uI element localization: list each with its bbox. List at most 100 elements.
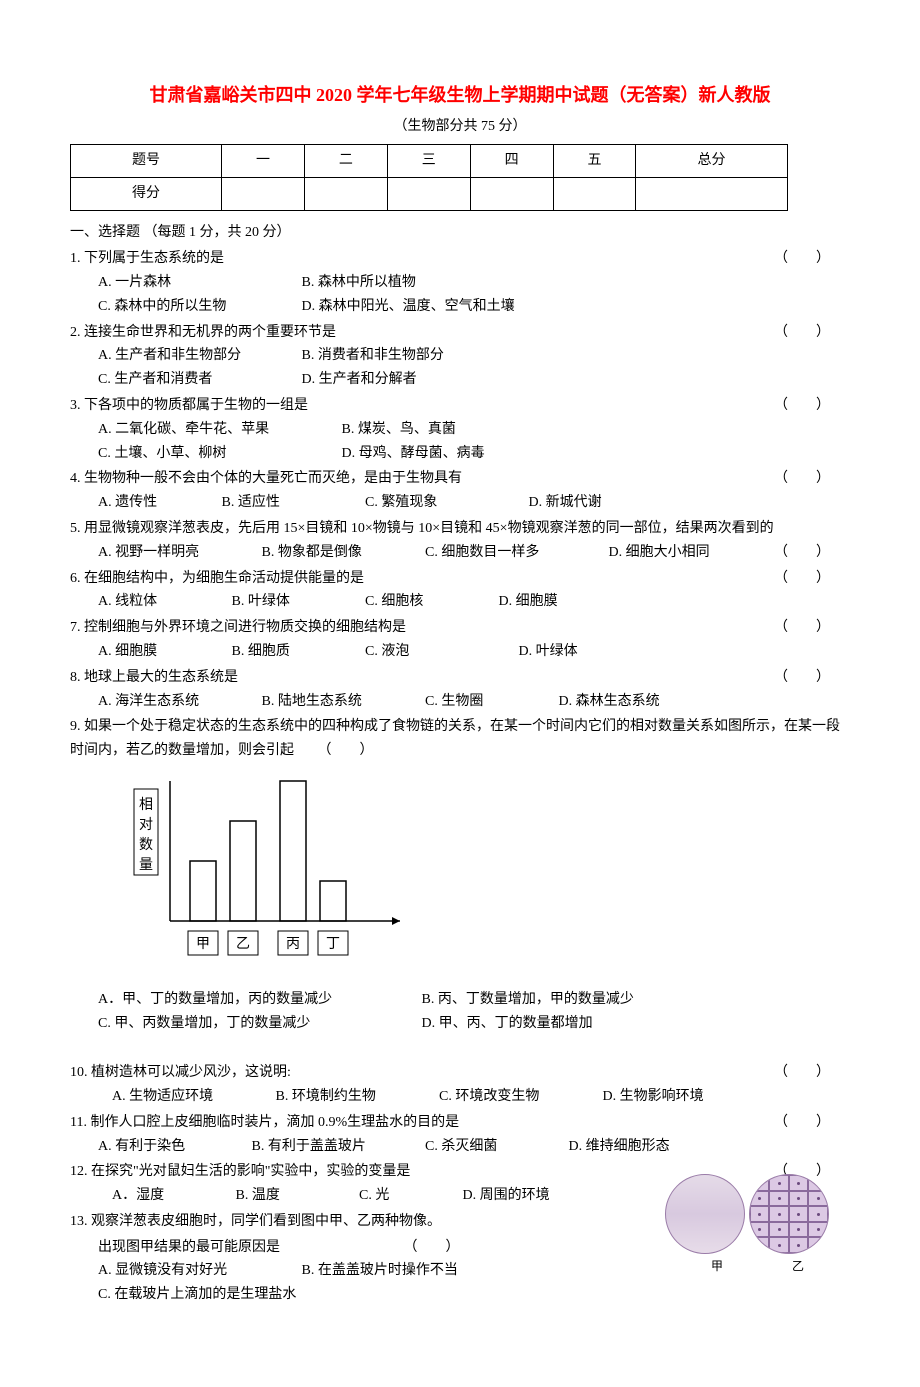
th-5: 五: [553, 145, 636, 178]
question-6: 6. 在细胞结构中，为细胞生命活动提供能量的是 （ ）: [70, 567, 850, 591]
question-11: 11. 制作人口腔上皮细胞临时装片，滴加 0.9%生理盐水的目的是 （ ）: [70, 1111, 850, 1135]
q5-opt-a: A. 视野一样明亮: [98, 541, 258, 565]
question-13-line2: 出现图甲结果的最可能原因是 （ ）: [70, 1236, 850, 1260]
q3-stem: 3. 下各项中的物质都属于生物的一组是: [70, 398, 308, 413]
q12-stem: 12. 在探究"光对鼠妇生活的影响"实验中，实验的变量是: [70, 1164, 410, 1179]
question-2: 2. 连接生命世界和无机界的两个重要环节是 （ ）: [70, 321, 850, 345]
exam-subtitle: （生物部分共 75 分）: [70, 115, 850, 139]
q2-stem: 2. 连接生命世界和无机界的两个重要环节是: [70, 325, 336, 340]
svg-text:丁: 丁: [326, 937, 340, 952]
question-8: 8. 地球上最大的生态系统是 （ ）: [70, 666, 850, 690]
svg-text:甲: 甲: [196, 937, 210, 952]
th-0: 题号: [71, 145, 222, 178]
answer-paren: （ ）: [774, 394, 830, 418]
svg-text:量: 量: [139, 857, 153, 873]
q12-opt-c: C. 光: [359, 1184, 459, 1208]
q1-opt-c: C. 森林中的所以生物: [98, 295, 298, 319]
q4-stem: 4. 生物物种一般不会由个体的大量死亡而灭绝，是由于生物具有: [70, 471, 462, 486]
q7-opt-d: D. 叶绿体: [519, 640, 578, 664]
q3-opt-a: A. 二氧化碳、牵牛花、苹果: [98, 418, 338, 442]
q1-opt-b: B. 森林中所以植物: [302, 271, 416, 295]
table-row: 题号 一 二 三 四 五 总分: [71, 145, 788, 178]
q9-opt-c: C. 甲、丙数量增加，丁的数量减少: [98, 1012, 418, 1036]
question-1: 1. 下列属于生态系统的是 （ ）: [70, 247, 850, 271]
q4-opt-b: B. 适应性: [222, 491, 362, 515]
question-4: 4. 生物物种一般不会由个体的大量死亡而灭绝，是由于生物具有 （ ）: [70, 467, 850, 491]
question-5: 5. 用显微镜观察洋葱表皮，先后用 15×目镜和 10×物镜与 10×目镜和 4…: [70, 517, 850, 541]
question-13: 13. 观察洋葱表皮细胞时，同学们看到图中甲、乙两种物像。: [70, 1210, 850, 1234]
q8-opt-c: C. 生物圈: [425, 690, 555, 714]
q10-stem: 10. 植树造林可以减少风沙，这说明:: [70, 1065, 291, 1080]
question-9: 9. 如果一个处于稳定状态的生态系统中的四种构成了食物链的关系，在某一个时间内它…: [70, 715, 850, 763]
q7-stem: 7. 控制细胞与外界环境之间进行物质交换的细胞结构是: [70, 620, 406, 635]
q9-stem: 9. 如果一个处于稳定状态的生态系统中的四种构成了食物链的关系，在某一个时间内它…: [70, 719, 840, 758]
q5-opt-c: C. 细胞数目一样多: [425, 541, 605, 565]
answer-paren: （ ）: [774, 567, 830, 591]
q6-opt-b: B. 叶绿体: [232, 590, 362, 614]
th-3: 三: [387, 145, 470, 178]
q2-opt-c: C. 生产者和消费者: [98, 368, 298, 392]
q4-opt-a: A. 遗传性: [98, 491, 218, 515]
q4-opt-c: C. 繁殖现象: [365, 491, 525, 515]
q13-stem: 13. 观察洋葱表皮细胞时，同学们看到图中甲、乙两种物像。: [70, 1214, 441, 1229]
q11-opt-a: A. 有利于染色: [98, 1135, 248, 1159]
th-2: 二: [304, 145, 387, 178]
q6-opt-d: D. 细胞膜: [499, 590, 558, 614]
answer-paren: （ ）: [774, 247, 830, 271]
q10-opt-a: A. 生物适应环境: [112, 1085, 272, 1109]
answer-paren: （ ）: [774, 467, 830, 491]
answer-paren: （ ）: [774, 321, 830, 345]
q11-opt-b: B. 有利于盖盖玻片: [252, 1135, 422, 1159]
q9-opt-a: A．甲、丁的数量增加，丙的数量减少: [98, 988, 418, 1012]
q6-opt-c: C. 细胞核: [365, 590, 495, 614]
q13-opt-b: B. 在盖盖玻片时操作不当: [302, 1259, 458, 1283]
q7-opt-c: C. 液泡: [365, 640, 515, 664]
score-table: 题号 一 二 三 四 五 总分 得分: [70, 144, 788, 211]
q9-opt-b: B. 丙、丁数量增加，甲的数量减少: [422, 988, 634, 1012]
q13-line2: 出现图甲结果的最可能原因是: [98, 1240, 280, 1255]
q6-opt-a: A. 线粒体: [98, 590, 228, 614]
q13-opt-c: C. 在载玻片上滴加的是生理盐水: [98, 1283, 296, 1307]
q1-opt-a: A. 一片森林: [98, 271, 298, 295]
th-6: 总分: [636, 145, 787, 178]
q10-opt-d: D. 生物影响环境: [603, 1085, 704, 1109]
q7-opt-a: A. 细胞膜: [98, 640, 228, 664]
q11-opt-d: D. 维持细胞形态: [569, 1135, 670, 1159]
question-3: 3. 下各项中的物质都属于生物的一组是 （ ）: [70, 394, 850, 418]
answer-paren: （ ）: [774, 541, 830, 565]
svg-text:相: 相: [139, 797, 153, 813]
q5-opt-b: B. 物象都是倒像: [262, 541, 422, 565]
th-1: 一: [222, 145, 305, 178]
q8-stem: 8. 地球上最大的生态系统是: [70, 670, 238, 685]
answer-paren: （ ）: [774, 666, 830, 690]
q11-opt-c: C. 杀灭细菌: [425, 1135, 565, 1159]
q13-opt-a: A. 显微镜没有对好光: [98, 1259, 298, 1283]
q1-stem: 1. 下列属于生态系统的是: [70, 251, 224, 266]
q3-opt-c: C. 土壤、小草、柳树: [98, 442, 338, 466]
answer-paren: （ ）: [774, 1111, 830, 1135]
bar-chart: 相对数量甲乙丙丁: [130, 771, 850, 980]
q2-opt-d: D. 生产者和分解者: [302, 368, 417, 392]
bar-chart-svg: 相对数量甲乙丙丁: [130, 771, 430, 971]
q8-opt-b: B. 陆地生态系统: [262, 690, 422, 714]
th-4: 四: [470, 145, 553, 178]
svg-text:丙: 丙: [286, 937, 300, 952]
q9-opt-d: D. 甲、丙、丁的数量都增加: [422, 1012, 593, 1036]
svg-text:对: 对: [139, 817, 153, 833]
q11-stem: 11. 制作人口腔上皮细胞临时装片，滴加 0.9%生理盐水的目的是: [70, 1115, 459, 1130]
q4-opt-d: D. 新城代谢: [529, 491, 602, 515]
q7-opt-b: B. 细胞质: [232, 640, 362, 664]
q12-opt-b: B. 温度: [236, 1184, 356, 1208]
q10-opt-c: C. 环境改变生物: [439, 1085, 599, 1109]
q2-opt-b: B. 消费者和非生物部分: [302, 344, 444, 368]
table-row: 得分: [71, 178, 788, 211]
answer-paren: （ ）: [318, 743, 374, 758]
answer-paren: （ ）: [404, 1240, 460, 1255]
q1-opt-d: D. 森林中阳光、温度、空气和土壤: [302, 295, 515, 319]
q12-opt-d: D. 周围的环境: [463, 1184, 550, 1208]
q12-opt-a: A．湿度: [112, 1184, 232, 1208]
question-12: 12. 在探究"光对鼠妇生活的影响"实验中，实验的变量是 （ ）: [70, 1160, 850, 1184]
answer-paren: （ ）: [774, 616, 830, 640]
exam-title: 甘肃省嘉峪关市四中 2020 学年七年级生物上学期期中试题（无答案）新人教版: [70, 80, 850, 111]
q5-opt-d: D. 细胞大小相同: [609, 541, 710, 565]
